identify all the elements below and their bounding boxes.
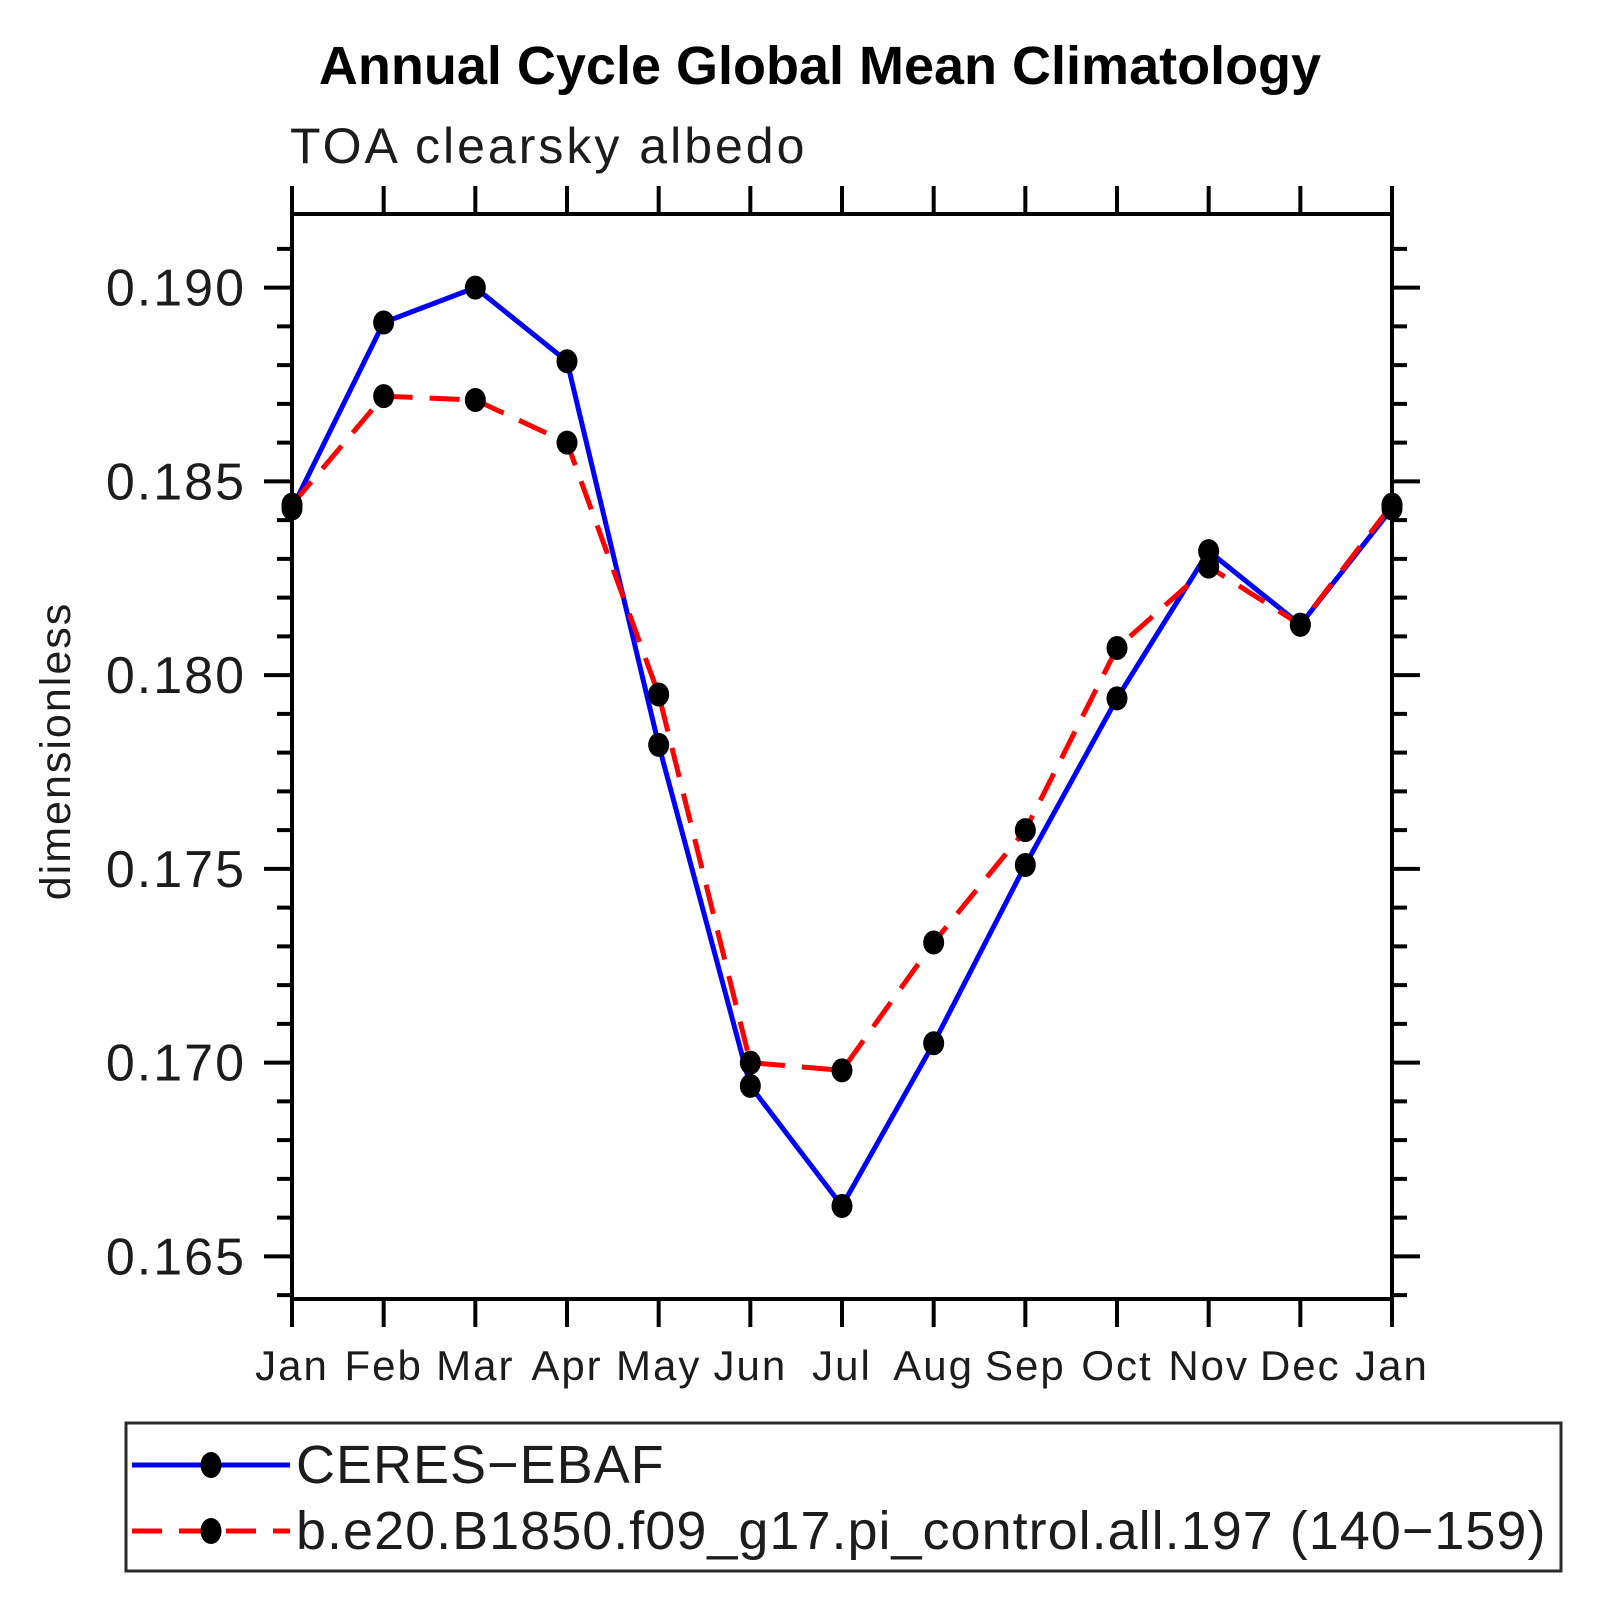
- x-tick-label: Jan: [255, 1342, 329, 1389]
- chart-subtitle: TOA clearsky albedo: [290, 118, 807, 174]
- x-tick-label: Dec: [1260, 1342, 1341, 1389]
- x-tick-label: Nov: [1168, 1342, 1249, 1389]
- legend-marker-obs-icon: [200, 1452, 222, 1478]
- data-point-marker: [923, 1031, 945, 1056]
- data-series-layer: [281, 275, 1403, 1218]
- data-point-marker: [648, 732, 670, 757]
- data-point-marker: [373, 310, 395, 335]
- data-point-marker: [1106, 686, 1128, 711]
- data-point-marker: [1106, 636, 1128, 660]
- data-point-marker: [556, 349, 578, 374]
- x-tick-label: Jan: [1355, 1342, 1429, 1389]
- legend-label-model: b.e20.B1850.f09_g17.pi_control.all.197 (…: [296, 1501, 1546, 1561]
- chart-title: Annual Cycle Global Mean Climatology: [319, 36, 1321, 96]
- x-tick-label: Jun: [713, 1342, 787, 1389]
- data-point-marker: [831, 1058, 853, 1083]
- data-point-marker: [1198, 554, 1220, 579]
- legend: CERES−EBAF b.e20.B1850.f09_g17.pi_contro…: [124, 1421, 1563, 1573]
- x-tick-label: Mar: [436, 1342, 514, 1389]
- x-tick-label: Aug: [893, 1342, 974, 1389]
- data-point-marker: [831, 1194, 853, 1218]
- x-tick-label: Sep: [985, 1342, 1066, 1389]
- y-tick-label: 0.175: [106, 841, 246, 899]
- series-line-model: [290, 393, 1394, 1073]
- y-tick-label: 0.165: [106, 1228, 246, 1286]
- data-point-marker: [464, 388, 486, 412]
- x-tick-labels: Jan Feb Mar Apr May Jun Jul Aug Sep Oct Nov Dec Jan: [255, 1342, 1429, 1389]
- legend-marker-model-icon: [200, 1518, 222, 1544]
- data-point-marker: [1014, 818, 1036, 843]
- x-tick-label: Apr: [531, 1342, 602, 1389]
- data-point-marker: [923, 930, 945, 955]
- data-point-marker: [1014, 853, 1036, 877]
- legend-box: [124, 1421, 1563, 1573]
- plot-frame: [290, 212, 1394, 1301]
- data-point-marker: [739, 1050, 761, 1075]
- x-tick-label: Feb: [344, 1342, 422, 1389]
- data-point-marker: [1289, 612, 1311, 637]
- legend-label-obs: CERES−EBAF: [296, 1435, 665, 1495]
- x-tick-label: Jul: [812, 1342, 872, 1389]
- axis-ticks: [264, 186, 1420, 1327]
- y-tick-label: 0.180: [106, 647, 246, 705]
- data-point-marker: [464, 275, 486, 300]
- x-tick-label: May: [616, 1342, 701, 1389]
- y-tick-label: 0.190: [106, 260, 246, 318]
- data-point-marker: [739, 1073, 761, 1098]
- x-tick-label: Oct: [1081, 1342, 1152, 1389]
- y-tick-label: 0.170: [106, 1035, 246, 1093]
- y-tick-labels: 0.165 0.170 0.175 0.180 0.185 0.190: [106, 260, 246, 1287]
- y-axis-label: dimensionless: [32, 602, 80, 900]
- data-point-marker: [648, 682, 670, 707]
- data-point-marker: [1381, 492, 1403, 517]
- y-tick-label: 0.185: [106, 453, 246, 511]
- data-point-marker: [281, 492, 303, 517]
- data-point-marker: [373, 384, 395, 409]
- data-point-marker: [556, 430, 578, 455]
